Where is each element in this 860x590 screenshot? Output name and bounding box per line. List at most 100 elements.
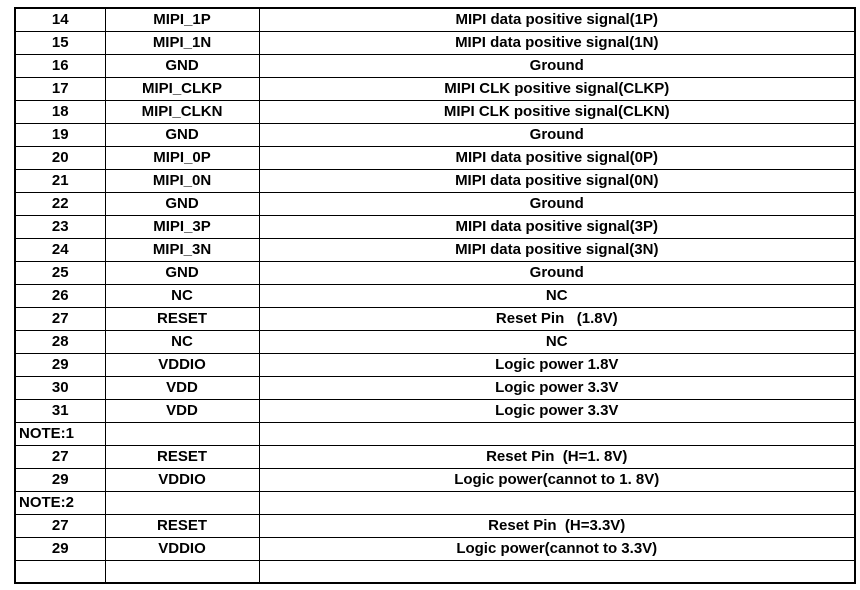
pin-assignment-table: 14 MIPI_1P MIPI data positive signal(1P) 15… — [14, 7, 856, 584]
description-cell: Logic power 3.3V — [258, 375, 856, 400]
table-row: 23 MIPI_3P MIPI data positive signal(3P) — [14, 214, 856, 239]
pin-cell: 30 — [14, 375, 106, 400]
signal-cell: VDDIO — [104, 467, 260, 492]
description-cell: MIPI CLK positive signal(CLKP) — [258, 76, 856, 101]
table-row: 21 MIPI_0N MIPI data positive signal(0N) — [14, 168, 856, 193]
pin-cell: 29 — [14, 536, 106, 561]
description-cell: Ground — [258, 122, 856, 147]
table-row: 22 GND Ground — [14, 191, 856, 216]
table-row — [14, 559, 856, 584]
signal-cell: RESET — [104, 513, 260, 538]
pin-cell: 25 — [14, 260, 106, 285]
pin-cell: 31 — [14, 398, 106, 423]
description-cell: Reset Pin (H=1. 8V) — [258, 444, 856, 469]
signal-cell: NC — [104, 283, 260, 308]
signal-cell: VDDIO — [104, 352, 260, 377]
pin-cell: 21 — [14, 168, 106, 193]
description-cell — [258, 559, 856, 584]
pin-cell: 26 — [14, 283, 106, 308]
table-row: 14 MIPI_1P MIPI data positive signal(1P) — [14, 7, 856, 32]
signal-cell: VDD — [104, 398, 260, 423]
description-cell: MIPI data positive signal(1P) — [258, 7, 856, 32]
pin-cell: 22 — [14, 191, 106, 216]
note-row: NOTE:1 — [14, 421, 856, 446]
description-cell: MIPI data positive signal(3P) — [258, 214, 856, 239]
pin-cell: 17 — [14, 76, 106, 101]
signal-cell: MIPI_0P — [104, 145, 260, 170]
pin-cell: 19 — [14, 122, 106, 147]
table-row: 17 MIPI_CLKP MIPI CLK positive signal(CLKP… — [14, 76, 856, 101]
pin-cell: 15 — [14, 30, 106, 55]
pin-cell: 28 — [14, 329, 106, 354]
description-cell: Ground — [258, 260, 856, 285]
pin-cell: 23 — [14, 214, 106, 239]
signal-cell: GND — [104, 260, 260, 285]
signal-cell: VDDIO — [104, 536, 260, 561]
signal-cell: GND — [104, 191, 260, 216]
pin-cell: 18 — [14, 99, 106, 124]
signal-cell: RESET — [104, 306, 260, 331]
description-cell: Logic power 3.3V — [258, 398, 856, 423]
signal-cell: MIPI_3P — [104, 214, 260, 239]
pin-cell: 27 — [14, 513, 106, 538]
pin-cell: 29 — [14, 467, 106, 492]
table-row: 31 VDD Logic power 3.3V — [14, 398, 856, 423]
table-row: 19 GND Ground — [14, 122, 856, 147]
signal-cell: NC — [104, 329, 260, 354]
table-row: 30 VDD Logic power 3.3V — [14, 375, 856, 400]
description-cell: MIPI data positive signal(0N) — [258, 168, 856, 193]
signal-cell: MIPI_1N — [104, 30, 260, 55]
signal-cell: GND — [104, 122, 260, 147]
pin-cell: 14 — [14, 7, 106, 32]
table-row: 24 MIPI_3N MIPI data positive signal(3N) — [14, 237, 856, 262]
table-row: 29 VDDIO Logic power 1.8V — [14, 352, 856, 377]
table-row: 26 NC NC — [14, 283, 856, 308]
description-cell: Reset Pin (1.8V) — [258, 306, 856, 331]
signal-cell: MIPI_CLKN — [104, 99, 260, 124]
signal-cell: MIPI_0N — [104, 168, 260, 193]
description-cell: MIPI data positive signal(3N) — [258, 237, 856, 262]
signal-cell — [104, 559, 260, 584]
table-row: 18 MIPI_CLKN MIPI CLK positive signal(CLKN… — [14, 99, 856, 124]
signal-cell — [104, 421, 260, 446]
description-cell: NC — [258, 283, 856, 308]
signal-cell: MIPI_3N — [104, 237, 260, 262]
pin-cell: NOTE:2 — [14, 490, 106, 515]
description-cell — [258, 421, 856, 446]
description-cell: MIPI data positive signal(1N) — [258, 30, 856, 55]
table-row: 27 RESET Reset Pin (H=1. 8V) — [14, 444, 856, 469]
note-row: NOTE:2 — [14, 490, 856, 515]
description-cell: Logic power(cannot to 3.3V) — [258, 536, 856, 561]
pin-cell: NOTE:1 — [14, 421, 106, 446]
signal-cell: VDD — [104, 375, 260, 400]
description-cell: Ground — [258, 191, 856, 216]
description-cell: Logic power(cannot to 1. 8V) — [258, 467, 856, 492]
pin-cell: 20 — [14, 145, 106, 170]
description-cell — [258, 490, 856, 515]
pin-cell: 27 — [14, 306, 106, 331]
description-cell: Logic power 1.8V — [258, 352, 856, 377]
pin-cell: 29 — [14, 352, 106, 377]
description-cell: MIPI CLK positive signal(CLKN) — [258, 99, 856, 124]
table-row: 20 MIPI_0P MIPI data positive signal(0P) — [14, 145, 856, 170]
pin-cell: 24 — [14, 237, 106, 262]
pin-cell: 27 — [14, 444, 106, 469]
table-row: 29 VDDIO Logic power(cannot to 1. 8V) — [14, 467, 856, 492]
table-row: 29 VDDIO Logic power(cannot to 3.3V) — [14, 536, 856, 561]
pin-cell — [14, 559, 106, 584]
description-cell: MIPI data positive signal(0P) — [258, 145, 856, 170]
signal-cell — [104, 490, 260, 515]
signal-cell: RESET — [104, 444, 260, 469]
table-body: 14 MIPI_1P MIPI data positive signal(1P) 15… — [14, 7, 856, 584]
table-row: 27 RESET Reset Pin (1.8V) — [14, 306, 856, 331]
table-row: 15 MIPI_1N MIPI data positive signal(1N) — [14, 30, 856, 55]
pin-cell: 16 — [14, 53, 106, 78]
table-row: 16 GND Ground — [14, 53, 856, 78]
signal-cell: GND — [104, 53, 260, 78]
description-cell: Ground — [258, 53, 856, 78]
signal-cell: MIPI_1P — [104, 7, 260, 32]
description-cell: NC — [258, 329, 856, 354]
signal-cell: MIPI_CLKP — [104, 76, 260, 101]
table-row: 28 NC NC — [14, 329, 856, 354]
